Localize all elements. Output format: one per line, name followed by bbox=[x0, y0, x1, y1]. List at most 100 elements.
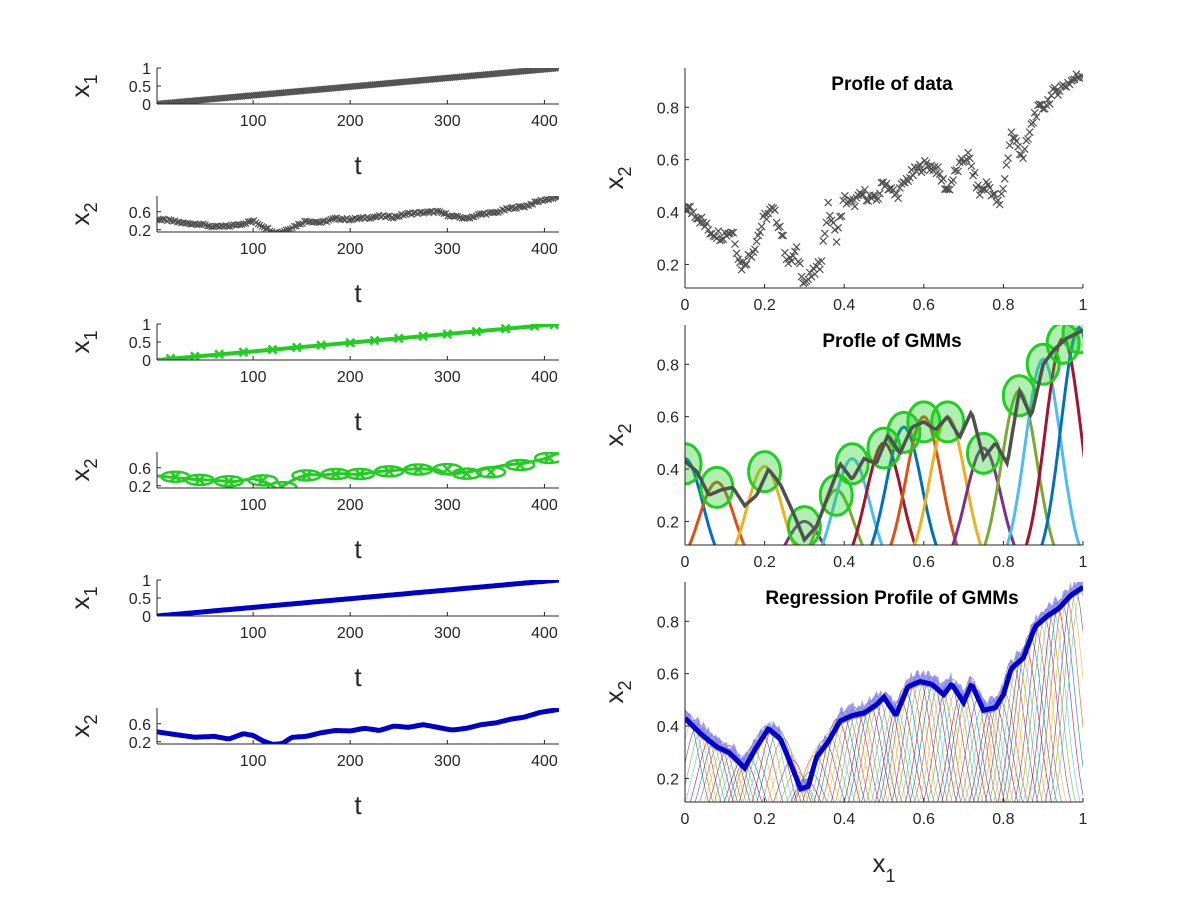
x-tick-label: 200 bbox=[337, 753, 364, 770]
kernel-curve bbox=[685, 718, 718, 802]
gmm-center-marker bbox=[418, 331, 428, 342]
data-point bbox=[939, 174, 948, 183]
kernel-curve bbox=[708, 744, 751, 802]
data-point bbox=[416, 208, 424, 216]
data-point bbox=[499, 206, 506, 214]
plot-area bbox=[157, 452, 559, 488]
kernel-curve bbox=[779, 771, 814, 802]
y-axis-label-sub: 2 bbox=[615, 423, 635, 433]
data-point bbox=[248, 217, 256, 225]
data-point bbox=[523, 202, 531, 209]
data-point bbox=[771, 206, 779, 215]
x-axis-label: t bbox=[354, 150, 362, 180]
x-tick-label: 300 bbox=[434, 753, 461, 770]
x-tick-label: 200 bbox=[337, 497, 364, 514]
data-point bbox=[787, 257, 796, 265]
data-point bbox=[507, 204, 514, 212]
data-point bbox=[1002, 161, 1011, 169]
gmm-center-marker bbox=[369, 335, 380, 346]
x-tick-label: 400 bbox=[531, 753, 558, 770]
kernel-curve bbox=[1031, 598, 1083, 802]
x-tick-label: 200 bbox=[337, 113, 364, 130]
data-point bbox=[762, 215, 771, 224]
data-point bbox=[1024, 134, 1032, 143]
y-tick-label: 0.6 bbox=[129, 717, 151, 734]
y-axis-label-main: x bbox=[65, 725, 95, 738]
data-point bbox=[519, 203, 527, 211]
data-point bbox=[547, 196, 555, 202]
data-point bbox=[1079, 73, 1083, 82]
data-point bbox=[805, 268, 814, 277]
gmm-center-marker bbox=[544, 452, 555, 463]
data-point bbox=[751, 245, 759, 254]
y-axis-label-main: x bbox=[599, 177, 629, 190]
y-tick-label: 0.2 bbox=[129, 735, 151, 752]
data-point bbox=[874, 194, 883, 203]
gmm-ellipse bbox=[504, 458, 536, 472]
data-point bbox=[195, 221, 203, 229]
x-tick-label: 0.2 bbox=[753, 811, 775, 828]
series-line bbox=[157, 708, 559, 744]
gmm-center-marker bbox=[189, 351, 200, 360]
x-axis-label-main: x bbox=[872, 848, 885, 878]
x-tick-label: 1 bbox=[1079, 811, 1088, 828]
y-tick-label: 0.4 bbox=[657, 205, 679, 222]
data-point bbox=[732, 249, 741, 258]
gmm-ellipse bbox=[534, 452, 559, 465]
data-point bbox=[236, 221, 244, 229]
data-point bbox=[717, 235, 726, 244]
data-point bbox=[365, 215, 373, 222]
x-tick-label: 0 bbox=[681, 297, 690, 314]
data-point bbox=[468, 213, 476, 221]
y-axis-label-sub: 1 bbox=[81, 586, 101, 596]
data-point bbox=[761, 209, 769, 218]
data-point bbox=[995, 200, 1004, 209]
gmm-ellipse bbox=[213, 475, 245, 488]
x-axis-label-main: t bbox=[354, 406, 362, 436]
kernel-curve bbox=[1022, 604, 1081, 802]
data-point bbox=[985, 183, 994, 192]
x-tick-label: 400 bbox=[531, 625, 558, 642]
y-tick-label: 0 bbox=[142, 353, 151, 370]
panel-p2: 100 200 300 400 0.20.6 x2 t bbox=[65, 196, 559, 308]
data-point bbox=[494, 209, 502, 216]
data-point bbox=[290, 222, 298, 230]
gmm-center-marker bbox=[355, 469, 365, 479]
gmm-center-marker bbox=[165, 353, 176, 360]
gmm-component bbox=[733, 464, 796, 545]
data-point bbox=[1000, 174, 1009, 183]
data-point bbox=[276, 229, 284, 232]
kernel-curve bbox=[914, 682, 966, 802]
x-tick-label: 200 bbox=[337, 241, 364, 258]
kernel-curve bbox=[761, 737, 806, 802]
y-tick-label: 0.6 bbox=[657, 410, 679, 427]
data-point bbox=[327, 215, 335, 223]
data-point bbox=[238, 221, 246, 228]
data-point bbox=[689, 208, 698, 217]
data-point bbox=[208, 223, 215, 231]
data-point bbox=[266, 227, 274, 232]
data-point bbox=[393, 213, 401, 221]
data-point bbox=[875, 189, 884, 198]
data-point bbox=[200, 220, 207, 228]
x-tick-label: 0.8 bbox=[992, 297, 1014, 314]
x-tick-label: 0.4 bbox=[833, 297, 855, 314]
data-point bbox=[934, 163, 943, 171]
gmm-component bbox=[687, 480, 746, 545]
y-axis-label-main: x bbox=[65, 85, 95, 98]
data-point bbox=[859, 190, 868, 199]
data-point bbox=[387, 214, 395, 222]
data-point bbox=[274, 230, 282, 232]
x-tick-label: 100 bbox=[240, 113, 267, 130]
kernel-curve bbox=[941, 686, 993, 802]
kernel-curve bbox=[806, 733, 851, 802]
data-point bbox=[714, 227, 723, 236]
gmm-center-marker bbox=[316, 340, 326, 351]
data-point bbox=[539, 197, 547, 205]
plot-area bbox=[157, 708, 559, 744]
plot-area bbox=[157, 580, 559, 616]
y-axis-label: x2 bbox=[65, 458, 101, 481]
data-point bbox=[944, 185, 953, 194]
y-tick-label: 0.2 bbox=[129, 479, 151, 496]
